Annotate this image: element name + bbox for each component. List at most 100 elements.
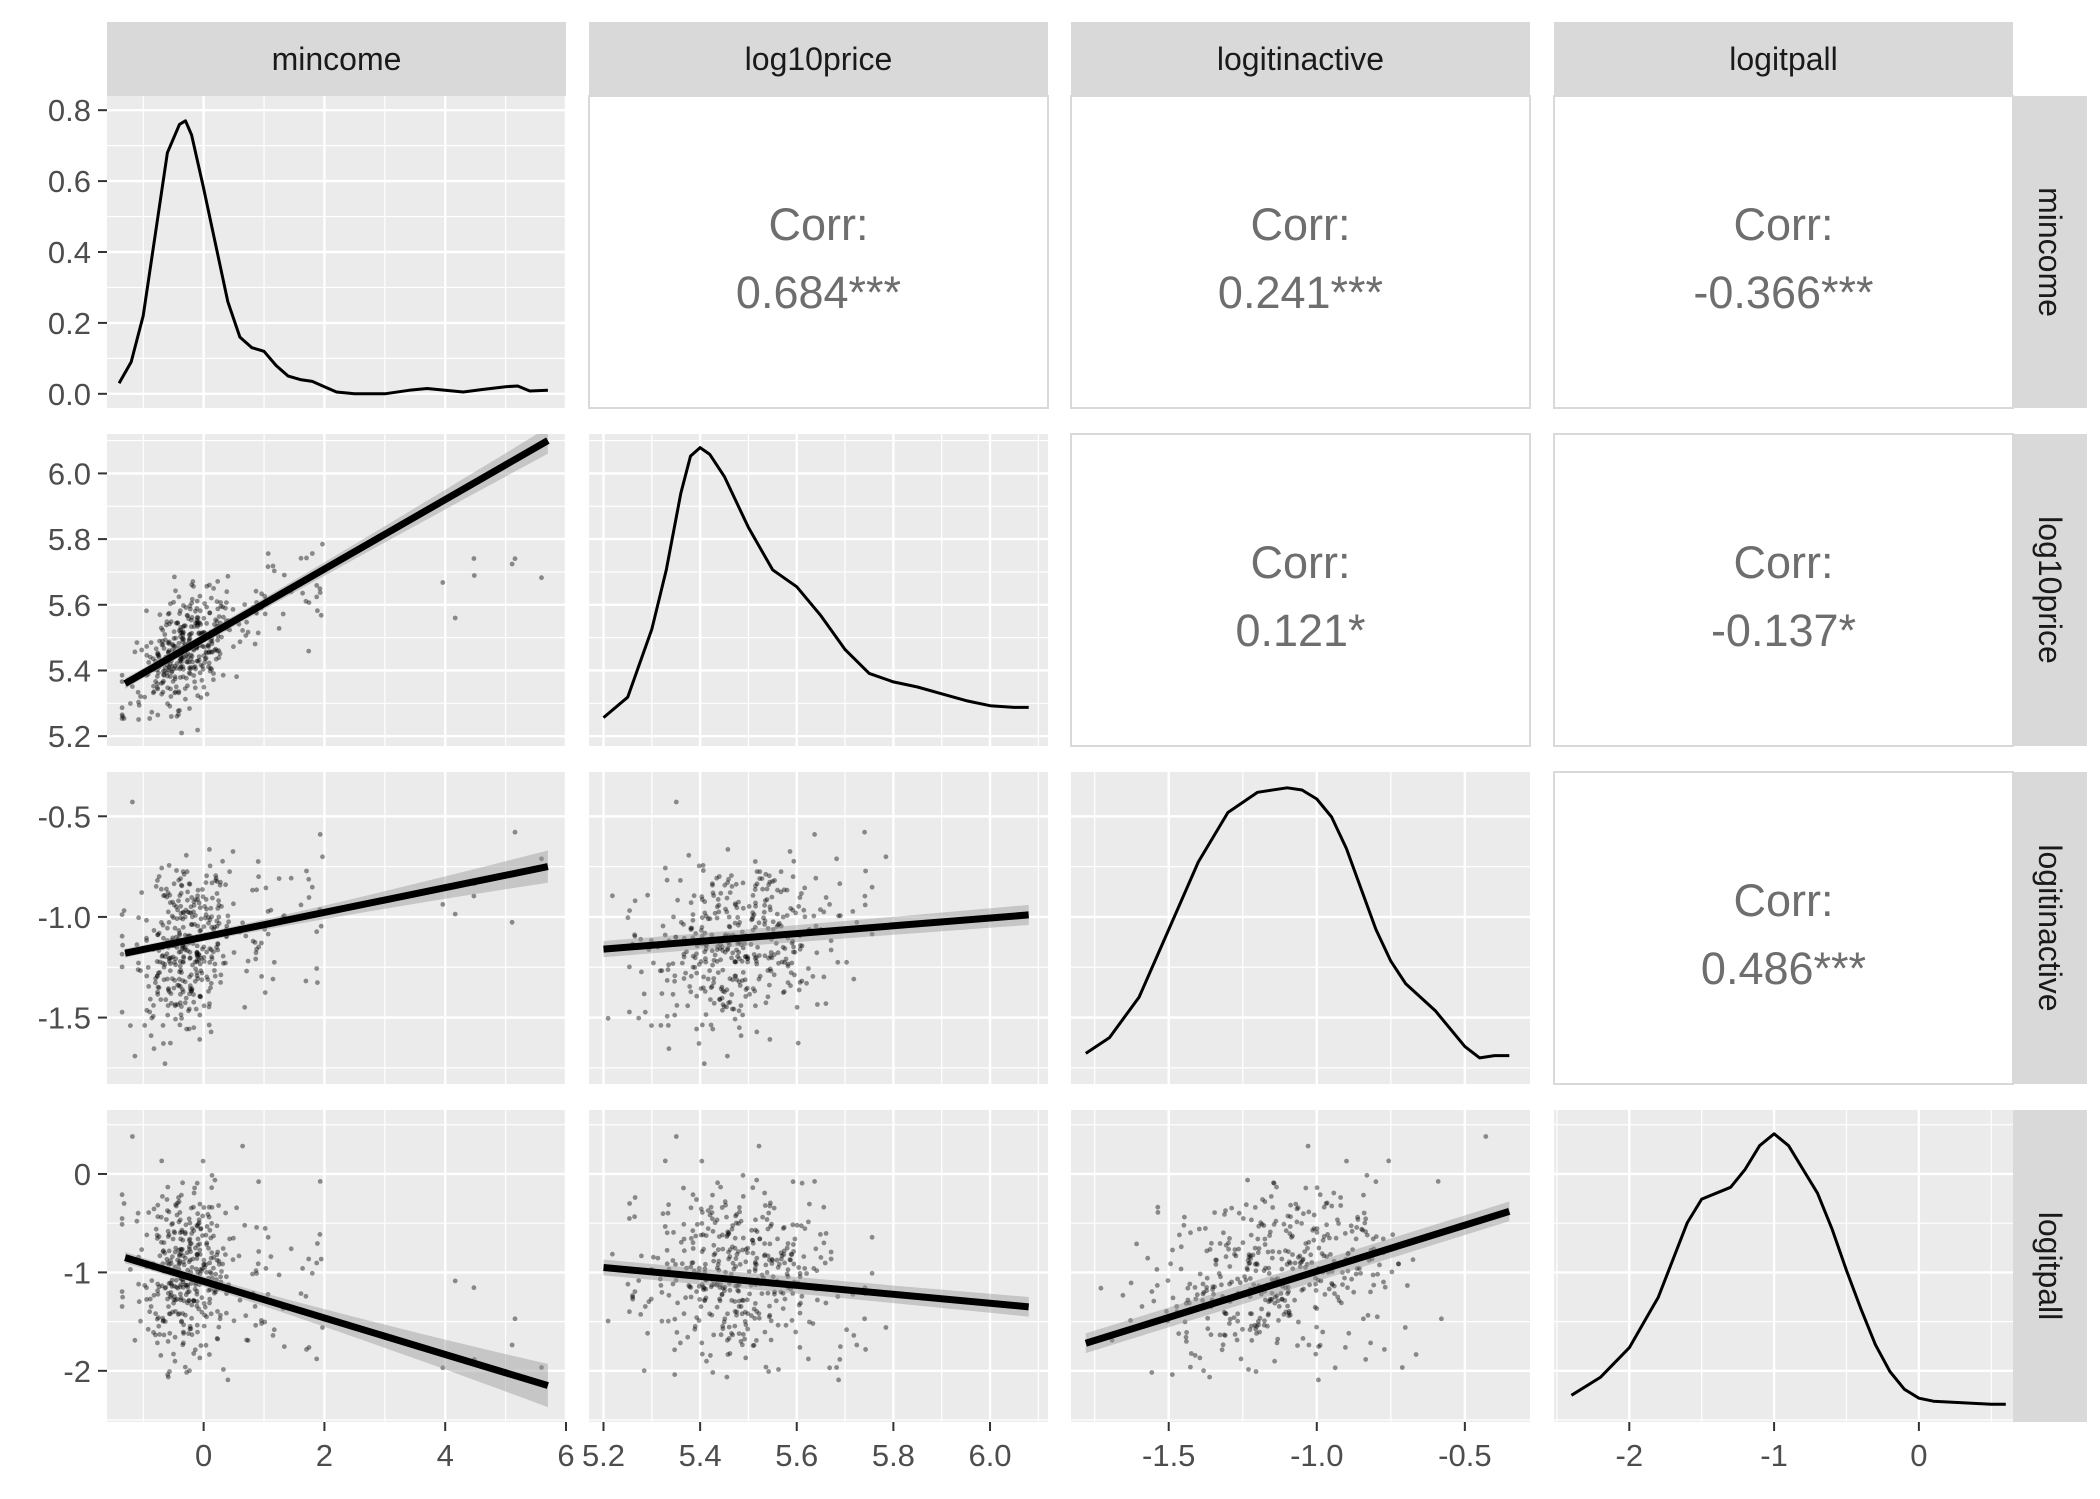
scatter-point [173,934,179,940]
scatter-point [670,961,676,966]
scatter-point [213,1271,219,1277]
scatter-point [189,986,195,992]
panel-2-3-corr [1553,771,2014,1085]
scatter-point [181,1331,187,1336]
scatter-point [203,655,209,661]
scatter-point [154,1236,160,1241]
scatter-point [710,1370,716,1375]
scatter-point [206,920,211,926]
scatter-point [811,1266,817,1271]
scatter-point [699,915,705,920]
scatter-point [154,685,160,691]
scatter-point [136,702,142,708]
scatter-point [172,925,178,931]
scatter-point [206,660,212,666]
scatter-point [119,1009,125,1015]
scatter-point [215,1309,220,1314]
scatter-point [187,949,193,955]
scatter-point [837,1357,843,1362]
scatter-point [169,670,175,675]
scatter-point [672,978,677,984]
scatter-point [182,686,188,691]
scatter-point [539,856,544,862]
scatter-point [197,1012,203,1018]
scatter-point [197,1252,203,1257]
scatter-point [218,604,224,609]
scatter-point [162,893,168,898]
scatter-point [190,579,196,584]
scatter-point [203,1232,209,1238]
scatter-point [212,1290,217,1296]
scatter-point [214,599,220,604]
scatter-point [751,1342,757,1348]
scatter-point [672,1372,678,1377]
scatter-point [760,1214,765,1220]
scatter-point [1320,1329,1326,1335]
scatter-point [794,1004,800,1010]
scatter-point [694,993,700,999]
scatter-point [1299,1221,1304,1226]
scatter-point [749,917,754,923]
scatter-point [119,1221,125,1227]
scatter-point [177,1210,183,1215]
scatter-point [729,992,735,997]
scatter-point [204,604,210,610]
scatter-point [204,1269,209,1275]
scatter-point [256,874,261,880]
scatter-point [720,1323,726,1329]
scatter-point [309,884,315,890]
scatter-point [791,858,797,864]
scatter-point [147,654,153,660]
scatter-point [781,1225,787,1230]
scatter-point [1321,1253,1327,1259]
scatter-point [664,1247,670,1253]
scatter-point [175,982,181,988]
scatter-point [791,1261,797,1267]
scatter-point [170,899,176,905]
scatter-point [1218,1274,1223,1280]
scatter-point [1364,1232,1370,1238]
scatter-point [201,1301,207,1306]
scatter-point [1313,1275,1318,1281]
scatter-point [171,881,177,887]
scatter-point [778,1289,784,1295]
scatter-point [216,1324,222,1330]
scatter-point [1212,1284,1217,1290]
scatter-point [681,1185,686,1191]
scatter-point [788,1251,794,1257]
scatter-point [212,961,218,967]
scatter-point [785,963,791,969]
scatter-point [736,949,742,955]
scatter-point [720,988,726,994]
scatter-point [1149,1289,1155,1294]
scatter-point [1253,1369,1259,1374]
scatter-point [1244,1265,1250,1271]
scatter-point [265,1234,271,1240]
scatter-point [195,615,201,621]
scatter-point [195,976,201,981]
scatter-point [1330,1282,1335,1288]
scatter-point [212,1177,218,1183]
scatter-point [749,1237,755,1243]
scatter-point [195,1251,201,1257]
scatter-point [1266,1311,1271,1317]
scatter-point [720,1232,725,1238]
scatter-point [250,1271,255,1277]
scatter-point [799,943,805,949]
scatter-point [215,579,221,584]
scatter-point [167,892,173,898]
scatter-point [690,964,696,970]
scatter-point [700,1232,706,1238]
scatter-point [791,949,796,955]
scatter-point [753,900,758,906]
scatter-point [186,1289,192,1294]
strip-right-mincome [2013,96,2087,408]
scatter-point [166,863,172,868]
scatter-point [723,906,728,912]
scatter-point [762,1252,768,1258]
scatter-point [1235,1311,1241,1317]
scatter-point [204,1240,210,1246]
scatter-point [191,902,197,908]
scatter-point [187,1220,193,1226]
scatter-point [153,1226,159,1232]
